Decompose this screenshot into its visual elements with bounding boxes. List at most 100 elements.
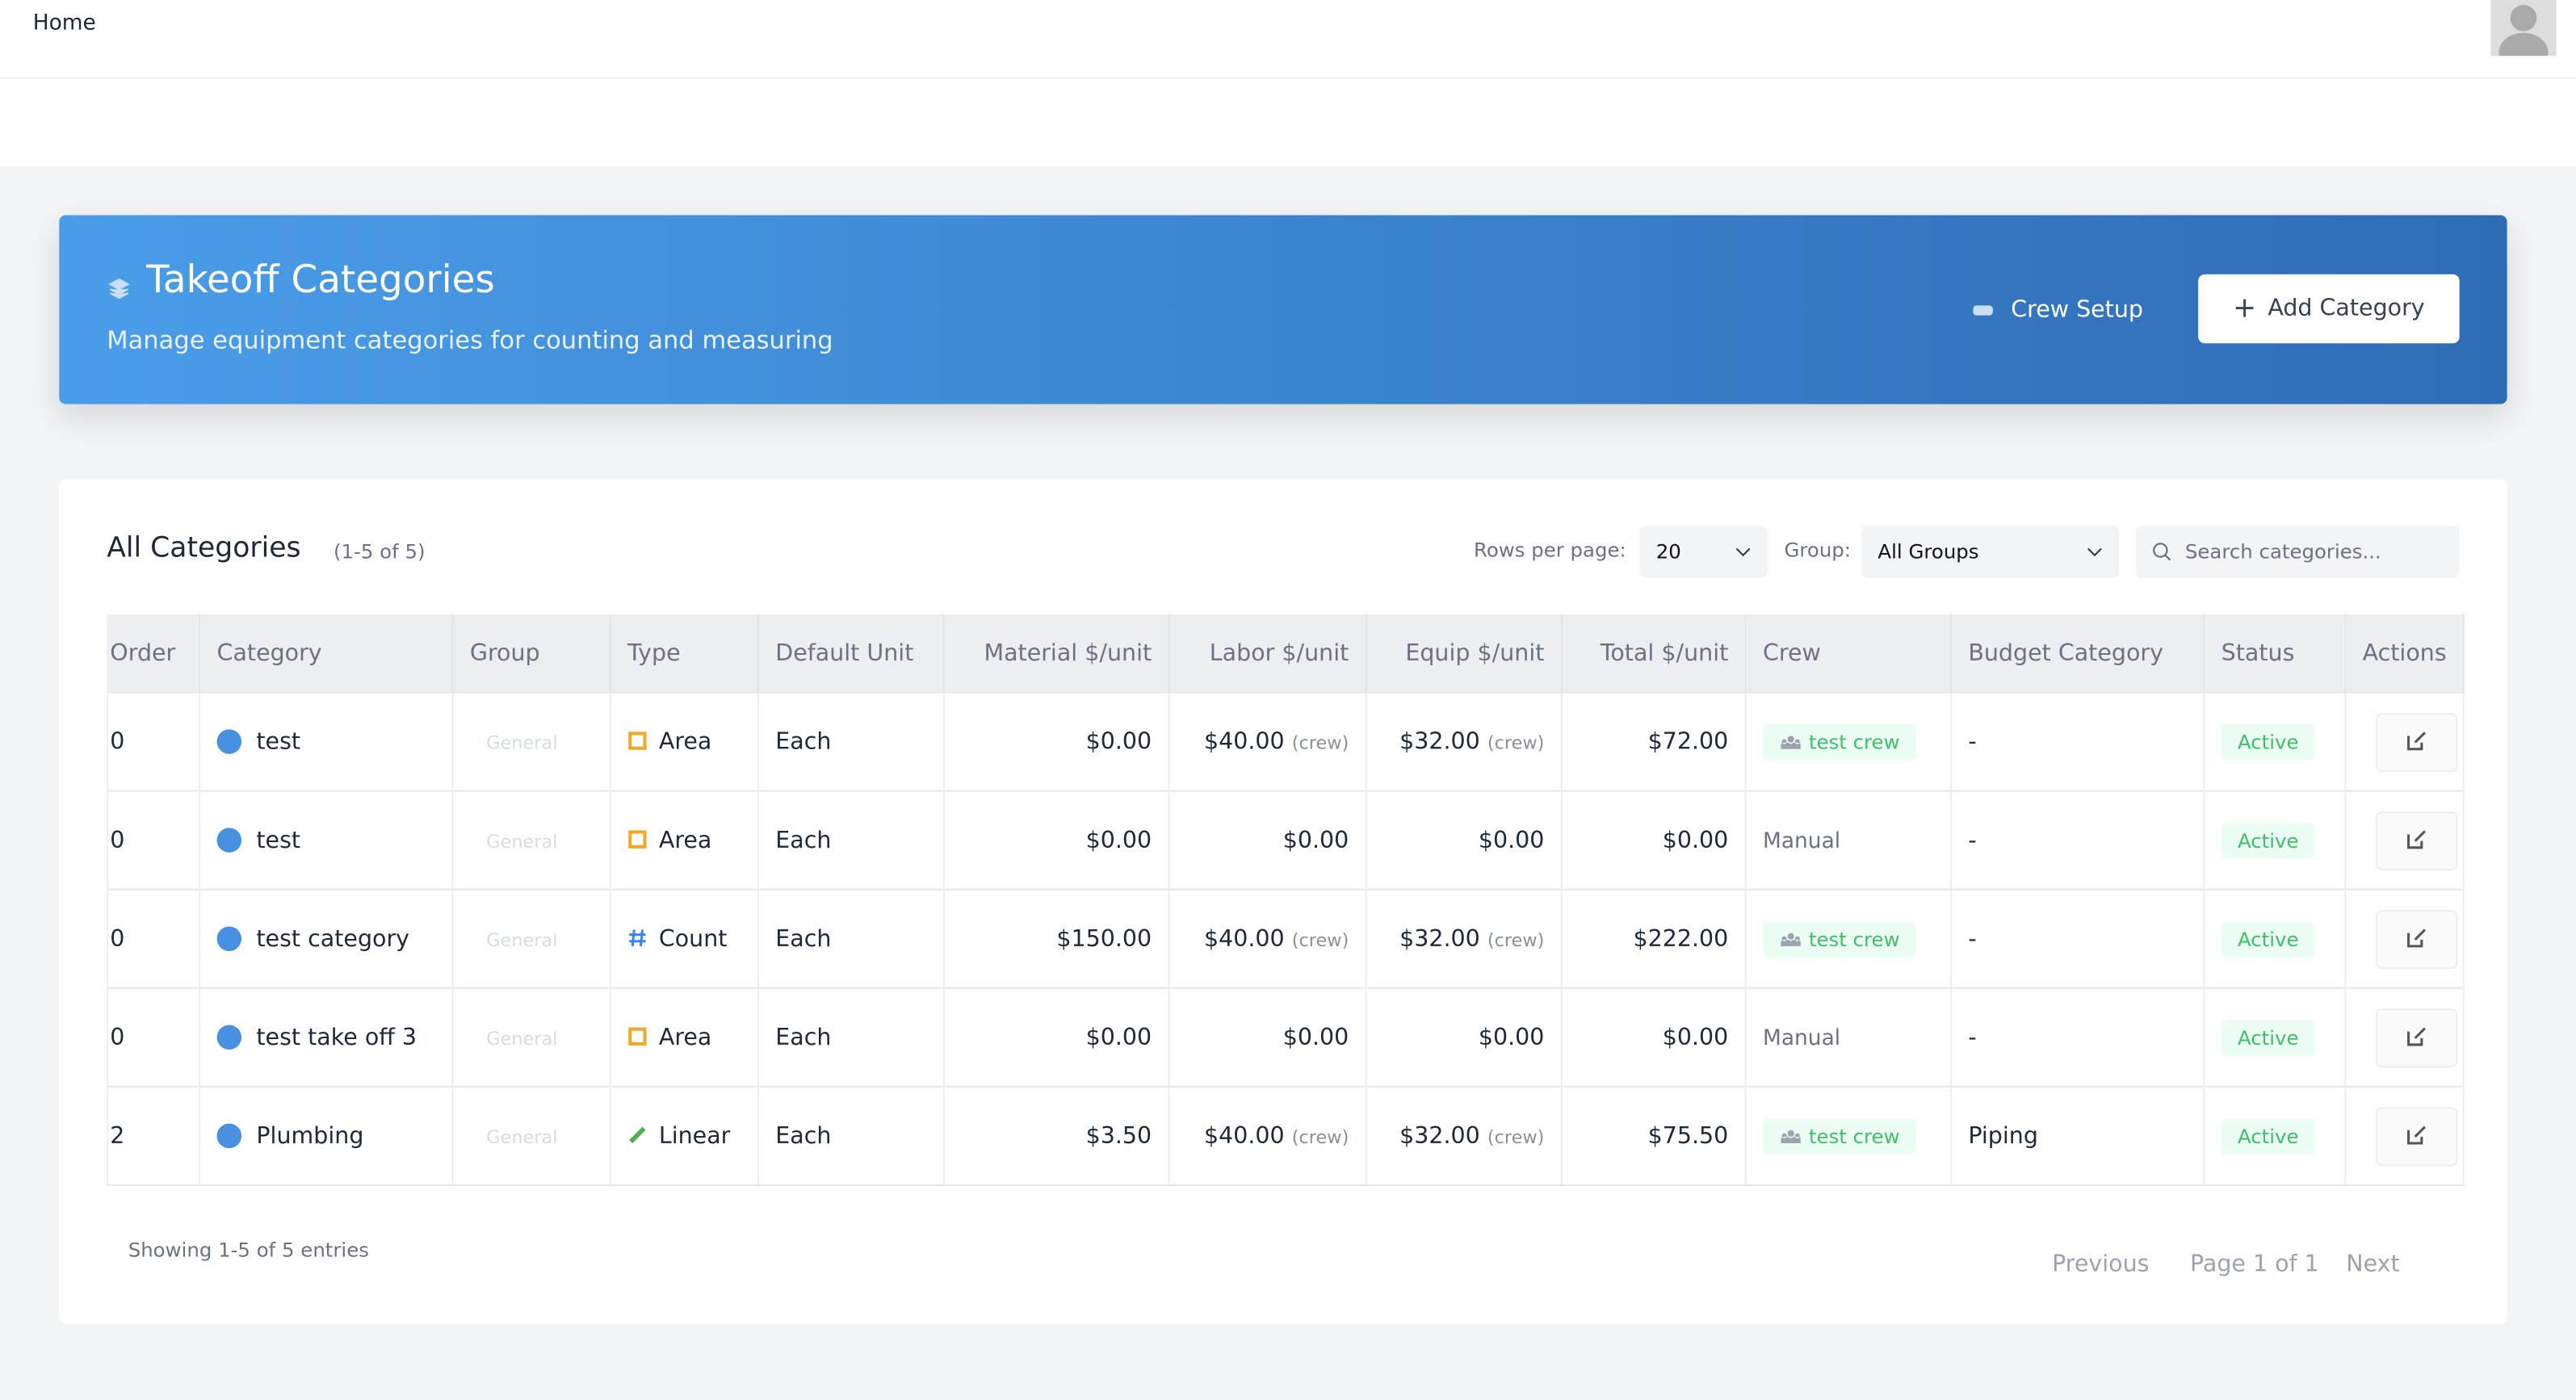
status-badge: Active — [2221, 920, 2315, 958]
table-cell: 2 — [107, 1085, 201, 1186]
crew-badge: test crew — [1763, 1117, 1916, 1155]
breadcrumb[interactable]: Home — [32, 11, 96, 36]
default-unit: Each — [775, 1024, 832, 1051]
crew-badge: test crew — [1763, 920, 1916, 958]
categories-card: All Categories (1-5 of 5) Rows per page:… — [59, 480, 2507, 1324]
table-cell: 0 — [107, 888, 201, 988]
table-cell: - — [1950, 888, 2205, 988]
table-cell: $0.00 — [1561, 987, 1747, 1087]
equip-note: (crew) — [1487, 731, 1545, 753]
banner-title: Takeoff Categories — [146, 259, 495, 303]
avatar[interactable] — [2490, 0, 2557, 57]
table-cell: $150.00 — [943, 888, 1170, 988]
crew-setup-button[interactable]: Crew Setup — [1971, 297, 2143, 324]
group: General — [486, 1027, 558, 1050]
edit-icon-path — [2407, 731, 2427, 750]
edit-icon-path — [2407, 1125, 2427, 1144]
equip-value: $32.00 — [1399, 925, 1480, 952]
sub-bar — [0, 78, 2576, 166]
edit-icon — [2407, 928, 2427, 947]
previous-button[interactable]: Previous — [2052, 1251, 2150, 1278]
budget-category: Piping — [1968, 1122, 2038, 1150]
edit-button[interactable] — [2375, 811, 2458, 870]
table-cell: Plumbing — [199, 1085, 454, 1186]
table-cell: $0.00 — [1366, 987, 1563, 1087]
avatar-body — [2498, 32, 2549, 57]
add-category-button[interactable]: + Add Category — [2198, 274, 2460, 344]
crew-name: test crew — [1808, 1124, 1900, 1148]
group-select[interactable]: All Groups — [1861, 526, 2120, 579]
type-name: Linear — [658, 1122, 731, 1150]
rows-select[interactable]: 20 — [1639, 526, 1768, 579]
order: 0 — [110, 827, 125, 853]
layers-path — [108, 278, 130, 300]
category-color — [216, 1024, 242, 1050]
edit-button[interactable] — [2375, 1008, 2458, 1067]
type-name: Area — [658, 728, 712, 755]
material-value: $0.00 — [1085, 1024, 1152, 1051]
showing-text: Showing 1-5 of 5 entries — [128, 1239, 369, 1262]
area-icon — [628, 829, 647, 848]
search-input[interactable]: Search categories... — [2135, 526, 2460, 579]
total-value: $72.00 — [1647, 728, 1729, 755]
banner: Takeoff Categories Manage equipment cate… — [59, 215, 2507, 404]
category-color — [216, 728, 242, 753]
add-category-label: Add Category — [2268, 296, 2425, 322]
column-header: Equip $/unit — [1366, 614, 1563, 693]
next-button[interactable]: Next — [2346, 1251, 2400, 1278]
table-cell: Manual — [1745, 987, 1952, 1087]
edit-icon — [2407, 731, 2427, 750]
table-cell: Manual — [1745, 790, 1952, 890]
table-cell: $0.00 — [1561, 790, 1747, 890]
table-cell: test crew — [1745, 1085, 1952, 1186]
group: General — [486, 731, 558, 753]
table-cell: Area — [610, 790, 759, 890]
type-name: Area — [658, 1024, 712, 1051]
type-icon — [629, 1125, 646, 1142]
total-value: $0.00 — [1662, 827, 1729, 853]
table-cell: Each — [757, 1085, 945, 1186]
edit-button[interactable] — [2375, 1106, 2458, 1166]
layers-icon — [108, 278, 130, 300]
labor-value: $0.00 — [1282, 1024, 1349, 1051]
table-cell: test — [199, 691, 454, 791]
table-cell: Linear — [610, 1085, 759, 1186]
rows-value: 20 — [1655, 540, 1681, 564]
table-row: 0 test General Area Each $0.00 $0.00 $0.00 $0.00… — [107, 790, 2465, 890]
type-name: Area — [658, 827, 712, 853]
table-cell: $32.00 (crew) — [1366, 691, 1563, 791]
edit-icon-path — [2407, 829, 2427, 849]
category-color — [216, 925, 242, 950]
column-header: Actions — [2345, 614, 2465, 693]
table-cell: $0.00 — [1366, 790, 1563, 890]
table-cell — [2345, 691, 2465, 791]
column-header: Status — [2204, 614, 2347, 693]
table-row: 0 test category General Count Each $150.00 $40… — [107, 888, 2465, 988]
group-label: Group: — [1784, 539, 1852, 562]
crew-icon — [1973, 305, 1993, 316]
table-cell: test crew — [1745, 691, 1952, 791]
search-placeholder: Search categories... — [2184, 540, 2381, 564]
table-row: 0 test General Area Each $0.00 $40.00 (crew) $3… — [107, 691, 2465, 791]
labor-note: (crew) — [1291, 928, 1349, 950]
table-cell: $40.00 (crew) — [1168, 888, 1367, 988]
table-cell: General — [452, 790, 611, 890]
material-value: $0.00 — [1085, 728, 1152, 755]
table-cell: $75.50 — [1561, 1085, 1747, 1186]
budget-category: - — [1968, 925, 1977, 952]
table-cell: Each — [757, 888, 945, 988]
type-icon — [629, 928, 646, 946]
search-circle — [2153, 543, 2168, 558]
table-cell: $72.00 — [1561, 691, 1747, 791]
column-header: Total $/unit — [1561, 614, 1747, 693]
table-cell: Active — [2204, 1085, 2347, 1186]
group-value: All Groups — [1877, 540, 1979, 564]
count-icon — [629, 928, 646, 946]
table-cell: $40.00 (crew) — [1168, 691, 1367, 791]
edit-button[interactable] — [2375, 909, 2458, 969]
edit-button[interactable] — [2375, 711, 2458, 772]
table-cell: $0.00 — [943, 691, 1170, 791]
crew-icon-path — [1781, 1129, 1801, 1142]
table-cell: Count — [610, 888, 759, 988]
